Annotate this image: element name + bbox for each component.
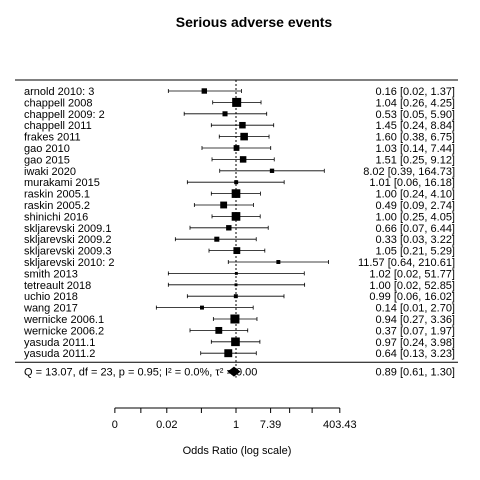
study-point <box>231 212 241 221</box>
study-label: chappell 2009: 2 <box>24 109 105 121</box>
study-label: raskin 2005.2 <box>24 200 90 212</box>
study-estimate: 11.57 [0.64, 210.61] <box>358 257 455 269</box>
study-point <box>269 168 275 173</box>
study-label: yasuda 2011.1 <box>24 337 95 349</box>
study-label: skljarevski 2010: 2 <box>24 257 115 269</box>
study-label: arnold 2010: 3 <box>24 86 94 98</box>
study-estimate: 0.16 [0.02, 1.37] <box>375 86 455 98</box>
study-point <box>233 294 238 299</box>
study-point <box>231 189 241 198</box>
study-point <box>276 260 281 264</box>
study-label: wang 2017 <box>23 303 78 315</box>
summary-diamond <box>227 366 241 377</box>
study-estimate: 1.45 [0.24, 8.84] <box>375 120 455 132</box>
study-point <box>200 305 204 310</box>
study-estimate: 1.03 [0.14, 7.44] <box>375 143 455 155</box>
study-point <box>239 121 246 129</box>
study-point <box>234 180 239 185</box>
study-estimate: 1.00 [0.02, 52.85] <box>369 280 455 292</box>
study-estimate: 1.51 [0.25, 9.12] <box>375 154 455 166</box>
study-point <box>215 326 223 334</box>
study-point <box>231 337 240 347</box>
study-estimate: 0.94 [0.27, 3.36] <box>375 314 455 326</box>
study-label: chappell 2011 <box>24 120 92 132</box>
x-tick-label: 403.43 <box>323 419 357 431</box>
study-point <box>224 349 233 358</box>
study-point <box>214 236 220 242</box>
chart-title: Serious adverse events <box>176 14 333 30</box>
study-label: yasuda 2011.2 <box>24 348 95 360</box>
study-estimate: 8.02 [0.39, 164.73] <box>363 166 455 178</box>
study-estimate: 0.37 [0.07, 1.97] <box>375 325 455 337</box>
x-tick-label: 1 <box>233 419 239 431</box>
study-point <box>232 97 242 107</box>
x-tick-label: 0 <box>112 419 118 431</box>
study-point <box>226 225 232 231</box>
study-label: murakami 2015 <box>24 177 100 189</box>
study-label: frakes 2011 <box>24 132 81 144</box>
study-estimate: 1.00 [0.25, 4.05] <box>375 211 455 223</box>
study-estimate: 0.97 [0.24, 3.98] <box>375 337 455 349</box>
study-point <box>201 88 207 94</box>
study-point <box>234 271 238 275</box>
forest-body: arnold 2010: 3 0.16 [0.02, 1.37] chappell … <box>15 79 458 379</box>
study-label: skljarevski 2009.3 <box>24 246 111 258</box>
study-label: raskin 2005.1 <box>24 189 90 201</box>
study-label: wernicke 2006.1 <box>23 314 104 326</box>
x-tick-label: 7.39 <box>260 419 281 431</box>
study-point <box>233 247 241 255</box>
study-estimate: 1.01 [0.06, 16.18] <box>369 177 455 189</box>
study-point <box>239 156 247 163</box>
study-estimate: 0.14 [0.01, 2.70] <box>375 303 455 315</box>
study-estimate: 0.53 [0.05, 5.90] <box>375 109 455 121</box>
study-point <box>230 314 240 324</box>
study-point <box>233 145 240 151</box>
x-axis-label: Odds Ratio (log scale) <box>183 445 292 457</box>
study-estimate: 0.49 [0.09, 2.74] <box>375 200 455 212</box>
summary-estimate: 0.89 [0.61, 1.30] <box>375 367 455 379</box>
study-label: wernicke 2006.2 <box>23 325 104 337</box>
study-label: uchio 2018 <box>24 291 78 303</box>
study-point <box>234 283 238 287</box>
study-estimate: 1.60 [0.38, 6.75] <box>375 132 455 144</box>
study-estimate: 1.04 [0.26, 4.25] <box>375 97 455 109</box>
study-label: iwaki 2020 <box>24 166 76 178</box>
study-estimate: 1.00 [0.24, 4.10] <box>375 189 455 201</box>
study-point <box>220 201 228 209</box>
study-estimate: 0.99 [0.06, 16.02] <box>369 291 455 303</box>
study-label: gao 2015 <box>24 154 70 166</box>
study-estimate: 0.64 [0.13, 3.23] <box>375 348 455 360</box>
study-point <box>222 111 228 117</box>
study-estimate: 0.66 [0.07, 6.44] <box>375 223 455 235</box>
study-label: skljarevski 2009.2 <box>24 234 111 246</box>
study-label: chappell 2008 <box>24 97 93 109</box>
study-estimate: 1.02 [0.02, 51.77] <box>369 268 455 280</box>
study-label: gao 2010 <box>24 143 70 155</box>
study-label: tetreault 2018 <box>24 280 91 292</box>
study-estimate: 0.33 [0.03, 3.22] <box>375 234 455 246</box>
study-label: shinichi 2016 <box>24 211 88 223</box>
x-axis: 0 0.02 1 7.39 403.43 <box>112 407 357 431</box>
study-label: smith 2013 <box>24 268 78 280</box>
x-tick-label: 0.02 <box>156 419 177 431</box>
study-estimate: 1.05 [0.21, 5.29] <box>375 246 455 258</box>
summary-statistics: Q = 13.07, df = 23, p = 0.95; I² = 0.0%,… <box>24 367 257 379</box>
study-point <box>240 132 248 141</box>
study-label: skljarevski 2009.1 <box>24 223 111 235</box>
